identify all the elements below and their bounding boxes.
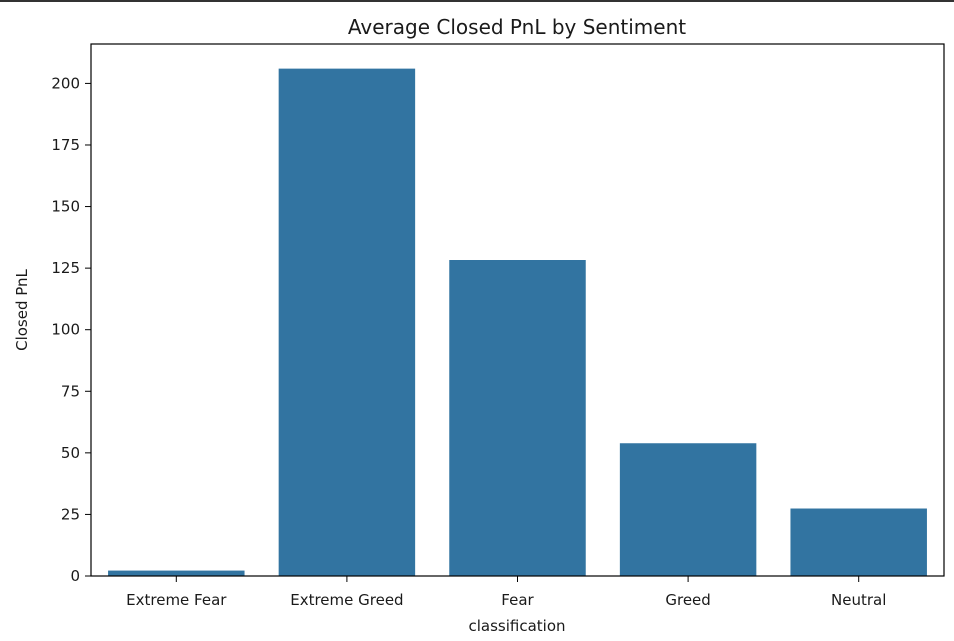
bar-greed (619, 443, 757, 576)
x-tick-label: Extreme Greed (290, 591, 403, 609)
y-tick-label: 125 (51, 259, 80, 277)
x-tick-label: Greed (665, 591, 710, 609)
y-tick-label: 175 (51, 136, 80, 154)
y-ticks: 0 25 50 75 100 125 150 175 200 (51, 74, 91, 585)
y-axis-label: Closed PnL (13, 268, 31, 350)
x-ticks: Extreme Fear Extreme Greed Fear Greed Neutra… (126, 576, 886, 609)
bars (108, 68, 927, 576)
x-tick-label: Extreme Fear (126, 591, 227, 609)
plot-frame (90, 43, 945, 577)
bar-extreme-fear (108, 570, 245, 576)
x-axis-label: classification (468, 617, 565, 635)
y-tick-label: 50 (61, 444, 80, 462)
y-tick-label: 0 (70, 567, 80, 585)
y-tick-label: 100 (51, 321, 80, 339)
y-tick-label: 200 (51, 74, 80, 92)
y-tick-label: 75 (61, 382, 80, 400)
chart-title: Average Closed PnL by Sentiment (348, 15, 686, 39)
y-tick-label: 25 (61, 505, 80, 523)
x-tick-label: Neutral (831, 591, 886, 609)
x-tick-label: Fear (501, 591, 534, 609)
bar-neutral (790, 508, 927, 576)
y-tick-label: 150 (51, 198, 80, 216)
bar-fear (449, 260, 586, 576)
bar-extreme-greed (278, 68, 416, 576)
